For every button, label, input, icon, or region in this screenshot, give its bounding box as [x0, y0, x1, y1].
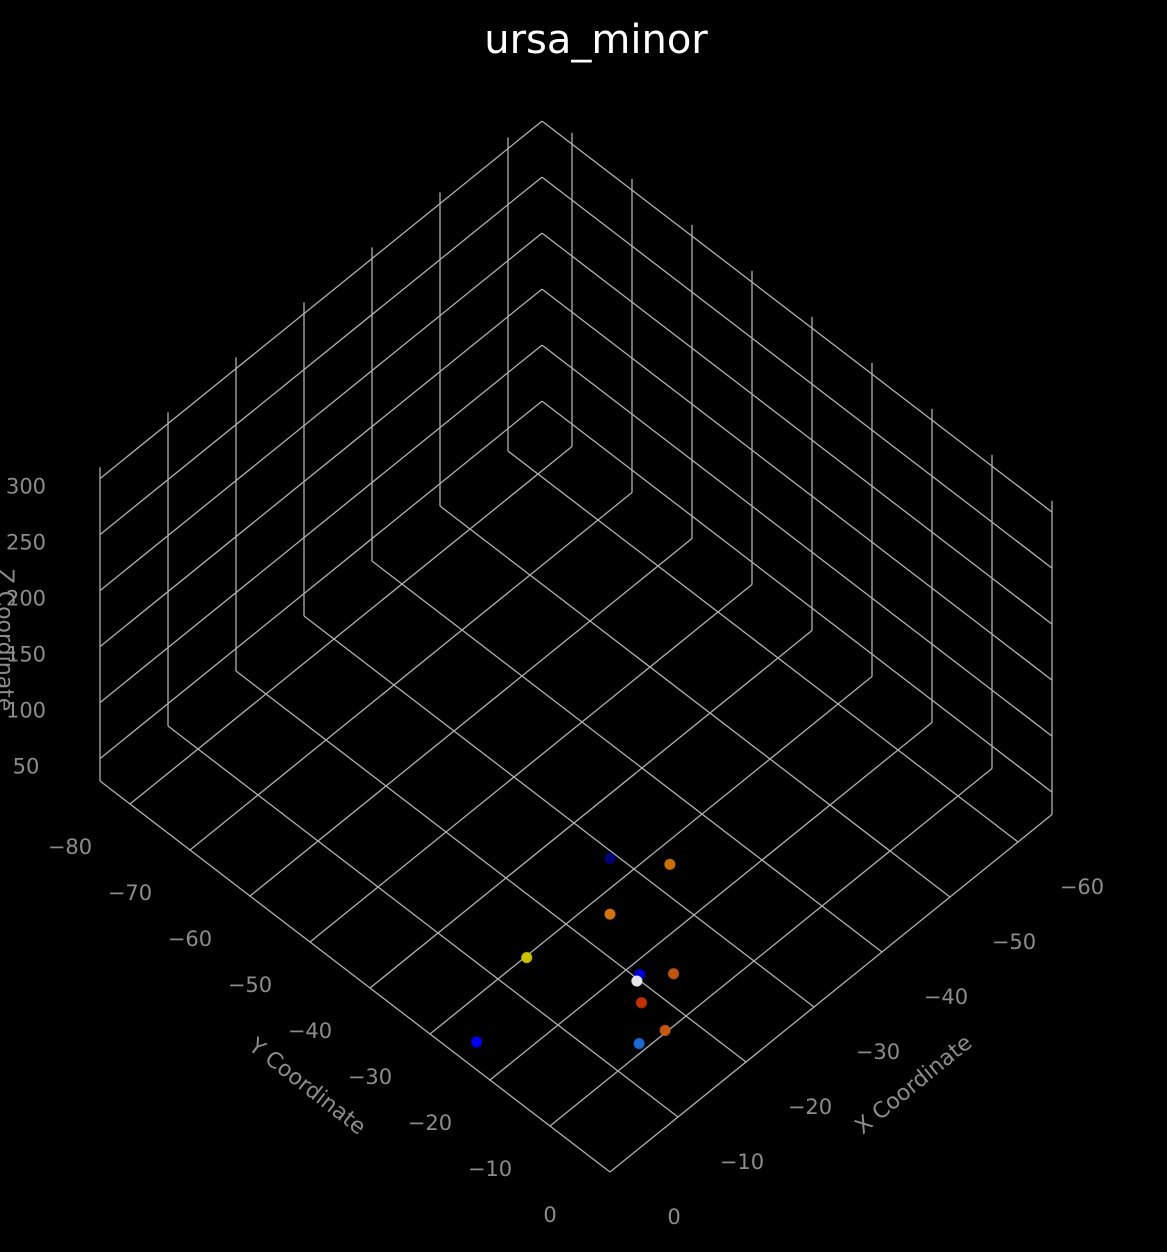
floor-grid-line-x: [507, 450, 1019, 843]
data-points: [470, 852, 680, 1050]
y-tick-label: −40: [288, 1019, 332, 1043]
chart-title: ursa_minor: [484, 17, 708, 63]
wall-grid-horizontal: [541, 176, 1053, 569]
floor-grid-line-y: [429, 675, 873, 1035]
floor-grid-line-x: [167, 725, 679, 1118]
wall-grid-horizontal: [99, 400, 543, 760]
y-tick-label: −10: [468, 1157, 512, 1181]
data-point: [604, 908, 616, 920]
floor-grid-line-y: [609, 813, 1053, 1173]
y-tick-label: −70: [108, 881, 152, 905]
wall-grid-horizontal: [99, 344, 543, 704]
floor-grid-line-x: [371, 560, 883, 953]
floor-grid-line-x: [99, 780, 611, 1173]
floor-grid-line-y: [129, 445, 573, 805]
data-point: [664, 858, 676, 871]
axes-grid: [99, 120, 1053, 1173]
wall-grid-horizontal: [99, 232, 543, 592]
wall-grid-horizontal: [99, 176, 543, 536]
x-tick-label: −10: [720, 1150, 764, 1174]
y-tick-label: −50: [228, 973, 272, 997]
z-tick-label: 150: [6, 643, 46, 667]
data-point: [633, 1037, 645, 1050]
data-point: [667, 967, 680, 980]
z-tick-label: 100: [6, 699, 46, 723]
data-point: [659, 1024, 671, 1037]
z-axis-label: Z Coordinate: [0, 569, 17, 712]
floor-grid-line-y: [249, 537, 693, 897]
tick-labels: 0 −10 −20 −30 −40 −50 −60 0 −10 −20 −30 −40 −50 −60 −7…: [6, 475, 1104, 1229]
wall-grid-horizontal: [541, 344, 1053, 737]
x-tick-label: −40: [924, 985, 968, 1009]
floor-grid-line-y: [369, 629, 813, 989]
z-tick-label: 200: [6, 587, 46, 611]
floor-grid-line-x: [303, 615, 815, 1008]
wall-grid-horizontal: [99, 120, 543, 480]
floor-grid-line-y: [309, 583, 753, 943]
wall-grid-horizontal: [541, 232, 1053, 625]
x-tick-label: −60: [1060, 875, 1104, 899]
x-tick-label: −50: [992, 930, 1036, 954]
floor-grid-line-x: [439, 505, 951, 898]
z-tick-label: 300: [6, 475, 46, 499]
x-tick-label: −30: [856, 1040, 900, 1064]
x-tick-label: 0: [667, 1205, 680, 1229]
y-tick-label: −80: [48, 835, 92, 859]
y-tick-label: −60: [168, 927, 212, 951]
floor-grid-line-y: [549, 767, 993, 1127]
wall-grid-horizontal: [541, 400, 1053, 793]
floor-grid-line-y: [489, 721, 933, 1081]
floor-grid-line-x: [235, 670, 747, 1063]
data-point: [604, 852, 616, 865]
wall-grid-horizontal: [541, 288, 1053, 681]
y-tick-label: 0: [543, 1203, 556, 1227]
data-point: [631, 975, 643, 987]
data-point: [635, 996, 648, 1009]
wall-grid-horizontal: [541, 120, 1053, 513]
wall-grid-horizontal: [99, 288, 543, 648]
z-tick-label: 250: [6, 531, 46, 555]
y-tick-label: −20: [408, 1111, 452, 1135]
y-tick-label: −30: [348, 1065, 392, 1089]
x-tick-label: −20: [788, 1095, 832, 1119]
floor-grid-line-y: [189, 491, 633, 851]
z-tick-label: 50: [13, 755, 40, 779]
data-point: [470, 1036, 483, 1048]
data-point: [521, 951, 533, 964]
